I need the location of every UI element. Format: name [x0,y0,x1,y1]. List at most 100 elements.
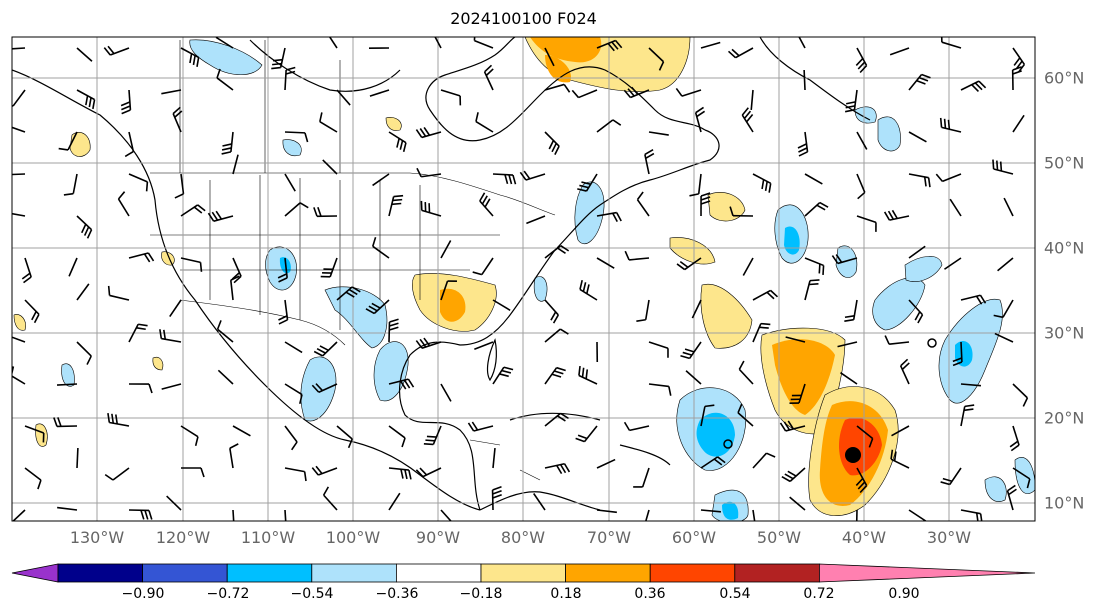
field-region [385,117,402,131]
wind-barb [365,299,390,315]
colorbar [11,563,1036,583]
wind-barb [107,285,130,301]
wind-barb [472,257,494,276]
wind-barb [271,47,286,70]
wind-barb [856,131,868,150]
wind-barb [12,212,26,217]
wind-barb [685,370,702,385]
wind-barb [440,509,452,521]
wind-barb [648,341,669,358]
wind-barb [416,167,442,178]
wind-barb [856,215,877,232]
wind-barb [575,425,598,443]
wind-barb [908,245,926,259]
field-region [530,37,602,63]
wind-barb [831,254,858,265]
field-region [669,237,716,265]
wind-barb [124,131,135,158]
wind-barb [1006,484,1017,511]
field-region [300,356,337,422]
colorbar-segment [395,563,482,583]
wind-barb [388,467,412,480]
wind-barb [1012,114,1025,133]
wind-barb [104,467,130,481]
wind-barb [700,456,726,469]
wind-barb [440,280,457,301]
wind-barb [313,341,338,357]
wind-barb [837,341,858,348]
field-region [189,39,263,76]
wind-barb [12,366,26,385]
wind-barb [58,131,78,151]
wind-barb [544,366,566,385]
wind-barb [960,404,975,427]
field-region [877,116,901,152]
wind-barb [483,64,494,91]
wind-barb [596,119,622,133]
colorbar-extend-high [819,563,1036,583]
colorbar-segment [311,563,397,583]
wind-barb [676,257,702,271]
colorbar-tick-label: −0.54 [290,586,334,602]
wind-barb [180,425,199,447]
field-region [69,131,91,157]
wind-barb [700,41,721,49]
wind-barb [1009,425,1020,452]
wind-barb [519,170,546,181]
wind-barb [492,173,517,185]
field-region [984,476,1007,502]
field-region [955,340,973,367]
colorbar-segment [649,563,736,583]
wind-barb [159,329,182,343]
wind-barb [571,89,598,99]
wind-barb [166,495,182,511]
wind-barb [328,37,338,49]
wind-barb [623,421,650,432]
wind-barb [1003,197,1014,217]
wind-barb [313,207,338,218]
wind-barb [284,383,303,404]
wind-barb [369,89,390,97]
wind-barb [492,366,514,385]
wind-barb [700,404,715,427]
wind-barb [319,112,338,133]
lat-label: 40°N [1044,238,1085,258]
lon-label: 100°W [325,528,381,547]
wind-barb [940,467,962,486]
wind-barb [388,194,404,217]
wind-barb [322,159,338,175]
wind-barb [24,425,45,443]
wind-barbs [12,37,1031,521]
map-frame [11,36,1036,522]
field-region [533,276,548,302]
wind-barb [889,47,910,56]
field-region [13,314,26,331]
wind-barb [120,89,132,115]
wind-barb [737,403,754,427]
graticule [12,37,1035,521]
wind-barb [899,358,910,385]
wind-barb [596,458,616,469]
wind-barb [993,299,1014,319]
wind-barb [128,252,155,263]
coastlines [12,37,871,511]
wind-barb [128,509,153,520]
wind-barb [883,209,910,221]
lon-label: 130°W [69,528,125,547]
wind-barb [492,299,511,311]
wind-barb [229,443,239,469]
wind-barb [284,131,309,143]
wind-barb [284,425,298,451]
field-region [696,412,735,457]
wind-barb [474,341,494,350]
lon-label: 60°W [671,528,717,547]
wind-barb [169,299,182,317]
wind-barb [284,467,307,482]
field-region [282,139,302,157]
wind-barb [180,204,206,217]
wind-barb [12,173,26,176]
wind-barb [908,173,931,188]
colorbar-tick-label: −0.90 [121,586,165,602]
wind-barb [636,299,650,323]
wind-barb [804,173,823,185]
